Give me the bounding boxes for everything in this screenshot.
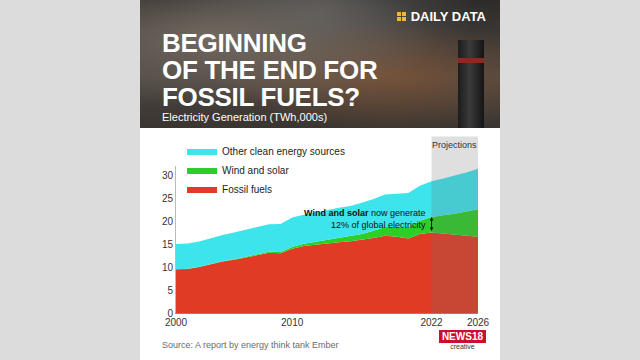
svg-text:25: 25	[162, 193, 174, 204]
svg-text:Wind and solar: Wind and solar	[222, 165, 289, 176]
svg-text:Projections: Projections	[432, 140, 477, 150]
svg-text:30: 30	[162, 170, 174, 181]
svg-text:5: 5	[167, 285, 173, 296]
svg-text:2022: 2022	[420, 317, 443, 328]
html-text:OF THE END FOR: OF THE END FOR	[162, 55, 378, 85]
html-text:creative: creative	[450, 343, 475, 350]
svg-text:15: 15	[162, 239, 174, 250]
html-text:DAILY DATA: DAILY DATA	[410, 9, 486, 24]
svg-text:0: 0	[167, 308, 173, 319]
svg-text:Wind and solar now generate12%: Wind and solar now generate12% of global…	[304, 208, 426, 230]
svg-text:2026: 2026	[467, 317, 490, 328]
svg-text:2000: 2000	[165, 317, 188, 328]
html-text:NEWS18: NEWS18	[441, 331, 483, 342]
svg-text:10: 10	[162, 262, 174, 273]
html-text:BEGINNING: BEGINNING	[162, 28, 307, 58]
html-text:FOSSIL FUELS?: FOSSIL FUELS?	[162, 82, 360, 112]
svg-text:2010: 2010	[281, 317, 304, 328]
html-text:Source: A report by energy thi: Source: A report by energy think tank Em…	[162, 340, 339, 350]
svg-text:Fossil fuels: Fossil fuels	[222, 184, 272, 195]
svg-text:Other clean energy sources: Other clean energy sources	[222, 146, 345, 157]
html-text:Electricity Generation (TWh,00: Electricity Generation (TWh,000s)	[162, 111, 328, 123]
svg-text:20: 20	[162, 216, 174, 227]
